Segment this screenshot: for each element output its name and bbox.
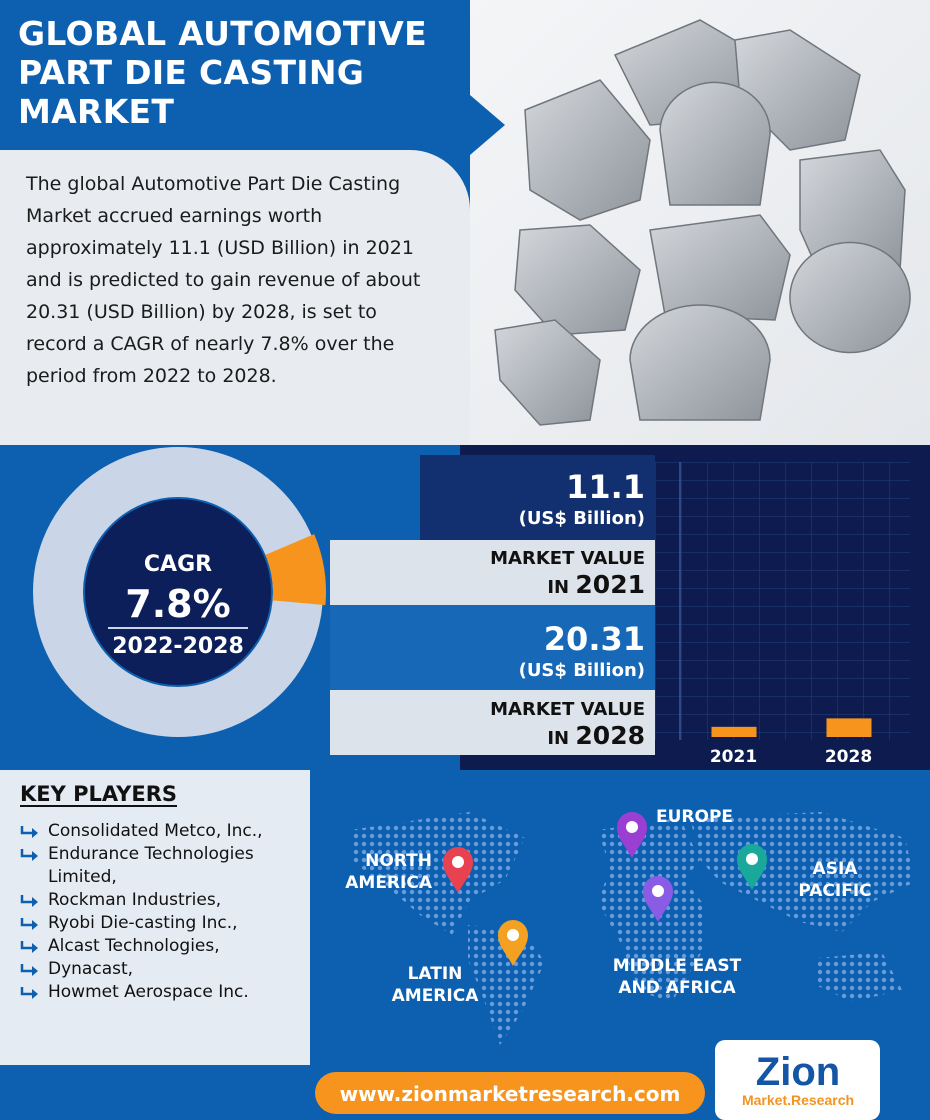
caption-prefix: IN [547, 577, 570, 598]
player: Alcast Technologies, [20, 935, 310, 958]
arrow-icon [20, 918, 38, 930]
players-panel [0, 770, 310, 1070]
url-pill [315, 1072, 705, 1114]
cagr-value: 7.8% [125, 582, 231, 626]
arrow-icon [20, 941, 38, 953]
caption-strip [330, 540, 655, 605]
chart-grid [655, 462, 910, 740]
x-tick-label: 2028 [825, 747, 872, 767]
player: Ryobi Die-casting Inc., [20, 912, 310, 935]
cagr-label: CAGR [143, 552, 213, 577]
player: Consolidated Metco, Inc., [20, 820, 310, 843]
player-name: Alcast Technologies, [48, 936, 220, 956]
caption: MARKET VALUE IN 2028 [345, 697, 645, 752]
value-strip [330, 605, 655, 690]
unit: (US$ Billion) [518, 508, 645, 529]
logo-subtitle: Market.Research [741, 1092, 855, 1108]
market-value: 20.31 [543, 620, 645, 658]
caption-prefix: IN [547, 728, 570, 749]
donut-center [85, 499, 271, 685]
world-map [350, 812, 915, 1045]
region-label: ASIA PACIFIC [798, 859, 872, 901]
unit: (US$ Billion) [518, 660, 645, 681]
cagr-wedge [265, 534, 327, 606]
player-name: Consolidated Metco, Inc., [48, 821, 263, 841]
arrow-icon [20, 849, 38, 861]
player-name: Rockman Industries, [48, 890, 222, 910]
arrow-icon [20, 826, 38, 838]
arrow-icon [20, 987, 38, 999]
bar [711, 726, 757, 737]
market-value: 11.1 [566, 468, 645, 506]
arrow-icon [20, 895, 38, 907]
player: Howmet Aerospace Inc. [20, 981, 310, 1004]
players-list: Consolidated Metco, Inc., Endurance Techn… [20, 820, 310, 1004]
value-strip [420, 455, 655, 540]
cagr-period: 2022-2028 [112, 634, 244, 659]
arrow-icon [20, 964, 38, 976]
caption-year: 2028 [575, 721, 645, 750]
website[interactable]: www.zionmarketresearch.com [339, 1082, 681, 1106]
logo-box [715, 1040, 880, 1120]
region-label: NORTH AMERICA [345, 851, 432, 893]
player: Rockman Industries, [20, 889, 310, 912]
player-name: Ryobi Die-casting Inc., [48, 913, 238, 933]
player: Dynacast, [20, 958, 310, 981]
player-name: Endurance Technologies Limited, [48, 844, 254, 887]
x-tick-label: 2021 [710, 747, 757, 767]
players-title: KEY PLAYERS [20, 782, 177, 806]
region-label: EUROPE [656, 807, 734, 827]
map-pins [443, 812, 767, 966]
caption-text: MARKET VALUE [490, 699, 645, 720]
caption-text: MARKET VALUE [490, 548, 645, 569]
caption-strip [330, 690, 655, 755]
player-name: Dynacast, [48, 959, 134, 979]
caption: MARKET VALUE IN 2021 [345, 546, 645, 601]
region-label: MIDDLE EAST AND AFRICA [612, 956, 742, 998]
bar [826, 718, 872, 737]
summary: The global Automotive Part Die Casting M… [26, 173, 421, 387]
title: GLOBAL AUTOMOTIVE PART DIE CASTING MARKE… [18, 14, 427, 131]
summary-panel [0, 150, 470, 445]
logo: Zion [755, 1050, 841, 1094]
parts-image [494, 19, 911, 426]
caption-year: 2021 [575, 570, 645, 599]
player-name: Howmet Aerospace Inc. [48, 982, 249, 1002]
region-label: LATIN AMERICA [391, 964, 479, 1006]
player: Endurance Technologies Limited, [20, 843, 310, 889]
